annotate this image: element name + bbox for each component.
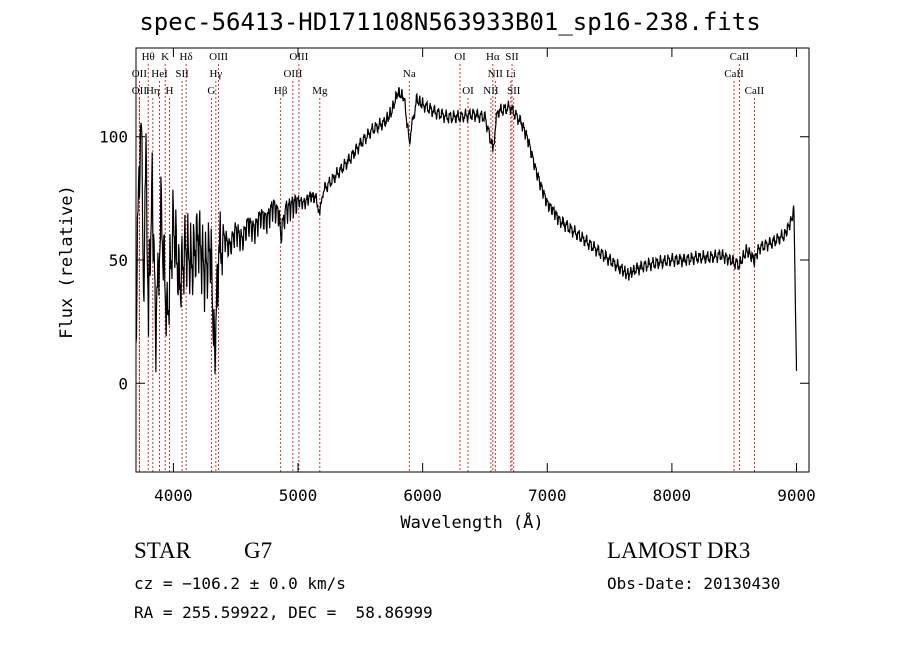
line-marker-label: OIII — [289, 51, 308, 63]
line-marker-label: H — [166, 85, 174, 97]
y-tick-label: 50 — [109, 251, 128, 270]
redshift-velocity: cz = −106.2 ± 0.0 km/s — [134, 574, 346, 593]
obs-date: Obs-Date: 20130430 — [607, 574, 781, 593]
survey-name: LAMOST DR3 — [607, 538, 751, 563]
line-marker-label: HeI — [151, 68, 168, 80]
line-marker-label: NII — [488, 68, 504, 80]
line-marker-label: G — [207, 85, 215, 97]
x-tick-label: 4000 — [154, 486, 193, 505]
line-marker-label: Hθ — [142, 51, 155, 63]
line-marker-label: OIII — [283, 68, 302, 80]
axis-ticks-group: 4000 5000 6000 7000 8000 9000 0 50 100 — [99, 48, 816, 505]
line-marker-label: CaII — [724, 68, 744, 80]
line-marker-label: Hβ — [274, 85, 288, 97]
line-marker-label: Na — [403, 68, 416, 80]
subclass: G7 — [244, 538, 273, 563]
line-marker-label: Hγ — [209, 68, 222, 80]
line-marker-label: Hδ — [180, 51, 193, 63]
x-tick-label: 7000 — [528, 486, 567, 505]
line-marker-label: SII — [175, 68, 189, 80]
line-marker-label: OII — [132, 68, 148, 80]
line-marker-label: OI — [454, 51, 466, 63]
line-marker-label: CaII — [745, 85, 765, 97]
spectrum-line — [135, 87, 798, 374]
x-tick-label: 5000 — [279, 486, 318, 505]
y-tick-label: 0 — [118, 374, 128, 393]
chart-title: spec-56413-HD171108N563933B01_sp16-238.f… — [139, 8, 761, 36]
y-tick-label: 100 — [99, 128, 128, 147]
line-marker-label: Li — [506, 68, 516, 80]
x-tick-label: 8000 — [653, 486, 692, 505]
line-marker-label: Hα — [486, 51, 500, 63]
line-marker-label: K — [161, 51, 169, 63]
line-marker-label: OIII — [209, 51, 228, 63]
object-class: STAR — [134, 538, 191, 563]
line-marker-label: Hη — [146, 85, 160, 97]
line-marker-label: OI — [462, 85, 474, 97]
ra-dec: RA = 255.59922, DEC = 58.86999 — [134, 603, 433, 622]
line-marker-label: Mg — [312, 85, 328, 97]
line-marker-label: SII — [505, 51, 519, 63]
y-axis-label: Flux (relative) — [57, 185, 77, 339]
line-marker-label: NII — [483, 85, 499, 97]
x-axis-label: Wavelength (Å) — [400, 511, 543, 533]
line-marker-label: CaII — [730, 51, 750, 63]
x-tick-label: 6000 — [403, 486, 442, 505]
x-tick-label: 9000 — [777, 486, 816, 505]
line-marker-label: SII — [507, 85, 521, 97]
